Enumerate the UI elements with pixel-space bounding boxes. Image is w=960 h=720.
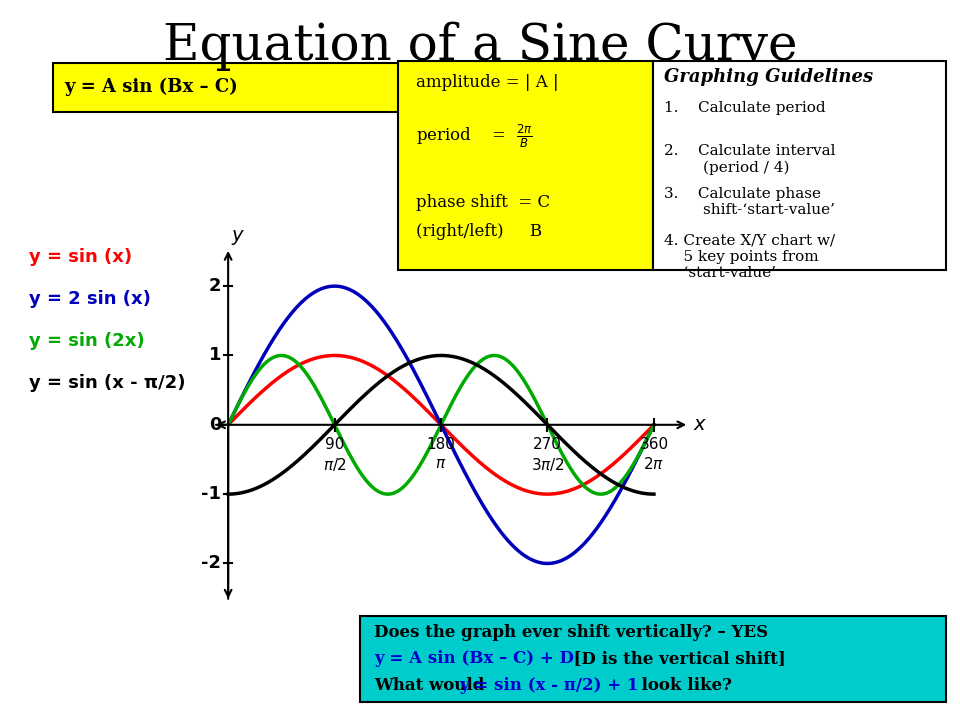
Text: y = A sin (Bx – C): y = A sin (Bx – C): [64, 78, 238, 96]
Text: y = A sin (Bx – C) + D: y = A sin (Bx – C) + D: [374, 650, 574, 667]
Text: -2: -2: [202, 554, 222, 572]
Text: 360: 360: [639, 437, 668, 452]
Text: y = 2 sin (x): y = 2 sin (x): [29, 290, 151, 308]
Text: amplitude = | A |: amplitude = | A |: [416, 74, 559, 91]
Text: [D is the vertical shift]: [D is the vertical shift]: [562, 650, 785, 667]
Text: (right/left)     B: (right/left) B: [416, 223, 541, 240]
Text: 180: 180: [426, 437, 455, 452]
Text: Does the graph ever shift vertically? – YES: Does the graph ever shift vertically? – …: [374, 624, 769, 642]
Text: y: y: [231, 225, 243, 245]
Text: 2: 2: [209, 277, 222, 295]
Text: $\pi$: $\pi$: [435, 456, 446, 471]
Text: 3.    Calculate phase
        shift-‘start-value’: 3. Calculate phase shift-‘start-value’: [664, 187, 835, 217]
Text: Graphing Guidelines: Graphing Guidelines: [664, 68, 874, 86]
Text: y = sin (x): y = sin (x): [29, 248, 132, 266]
Text: 1: 1: [209, 346, 222, 364]
Text: 90: 90: [324, 437, 345, 452]
Text: -1: -1: [202, 485, 222, 503]
Text: 2.    Calculate interval
        (period / 4): 2. Calculate interval (period / 4): [664, 144, 836, 175]
Text: What would: What would: [374, 677, 496, 694]
Text: Equation of a Sine Curve: Equation of a Sine Curve: [162, 22, 798, 71]
Text: y = sin (2x): y = sin (2x): [29, 332, 144, 350]
Text: 4. Create X/Y chart w/
    5 key points from
    ‘start-value’: 4. Create X/Y chart w/ 5 key points from…: [664, 234, 835, 280]
Text: x: x: [693, 415, 705, 434]
Text: $2\pi$: $2\pi$: [643, 456, 664, 472]
Text: $3\pi/2$: $3\pi/2$: [531, 456, 564, 473]
Text: y = sin (x - π/2) + 1: y = sin (x - π/2) + 1: [459, 677, 638, 694]
Text: 270: 270: [533, 437, 562, 452]
Text: phase shift  = C: phase shift = C: [416, 194, 550, 212]
Text: $\pi/2$: $\pi/2$: [323, 456, 347, 473]
Text: 1.    Calculate period: 1. Calculate period: [664, 101, 826, 114]
Text: y = sin (x - π/2): y = sin (x - π/2): [29, 374, 185, 392]
Text: period    =  $\frac{2\pi}{B}$: period = $\frac{2\pi}{B}$: [416, 122, 532, 150]
Text: 0: 0: [209, 415, 222, 433]
Text: look like?: look like?: [630, 677, 732, 694]
